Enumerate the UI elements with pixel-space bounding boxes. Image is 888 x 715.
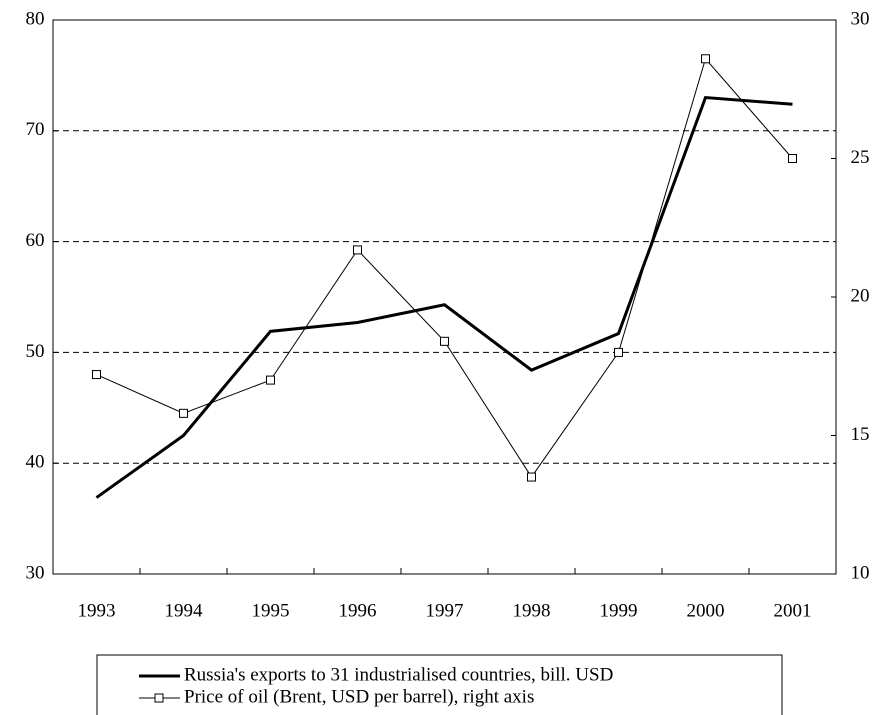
x-tick-label: 2001 <box>774 600 812 621</box>
x-tick-label: 1998 <box>513 600 551 621</box>
legend-label: Price of oil (Brent, USD per barrel), ri… <box>184 686 534 707</box>
y2-tick-label: 20 <box>851 285 870 306</box>
point-marker <box>788 154 797 163</box>
legend-marker <box>154 693 164 703</box>
y2-tick-label: 25 <box>851 147 870 168</box>
y-tick-label: 50 <box>26 341 45 362</box>
point-marker <box>614 347 623 357</box>
y-tick-label: 70 <box>26 119 45 140</box>
plot-frame <box>52 19 837 575</box>
x-tick-label: 1994 <box>165 600 204 621</box>
point-marker <box>353 245 362 255</box>
point-marker <box>92 370 101 380</box>
point-marker <box>179 408 188 418</box>
y-tick-label: 80 <box>26 8 45 29</box>
y2-tick-label: 15 <box>851 424 870 445</box>
y-tick-label: 40 <box>26 452 45 473</box>
point-marker <box>701 54 710 64</box>
x-tick-label: 1993 <box>78 600 116 621</box>
x-tick-label: 1997 <box>426 600 464 621</box>
series-line <box>95 95 793 499</box>
point-marker <box>440 336 449 346</box>
legend-box <box>96 654 783 715</box>
x-tick-label: 1999 <box>600 600 638 621</box>
legend-label: Russia's exports to 31 industrialised co… <box>184 664 613 685</box>
y-tick-label: 30 <box>26 562 45 583</box>
point-marker <box>527 472 536 482</box>
x-tick-label: 2000 <box>687 600 725 621</box>
x-tick-label: 1996 <box>339 600 377 621</box>
point-marker <box>266 375 275 385</box>
x-tick-label: 1995 <box>252 600 290 621</box>
y-tick-label: 60 <box>26 230 45 251</box>
y2-tick-label: 30 <box>851 8 870 29</box>
y2-tick-label: 10 <box>851 562 870 583</box>
